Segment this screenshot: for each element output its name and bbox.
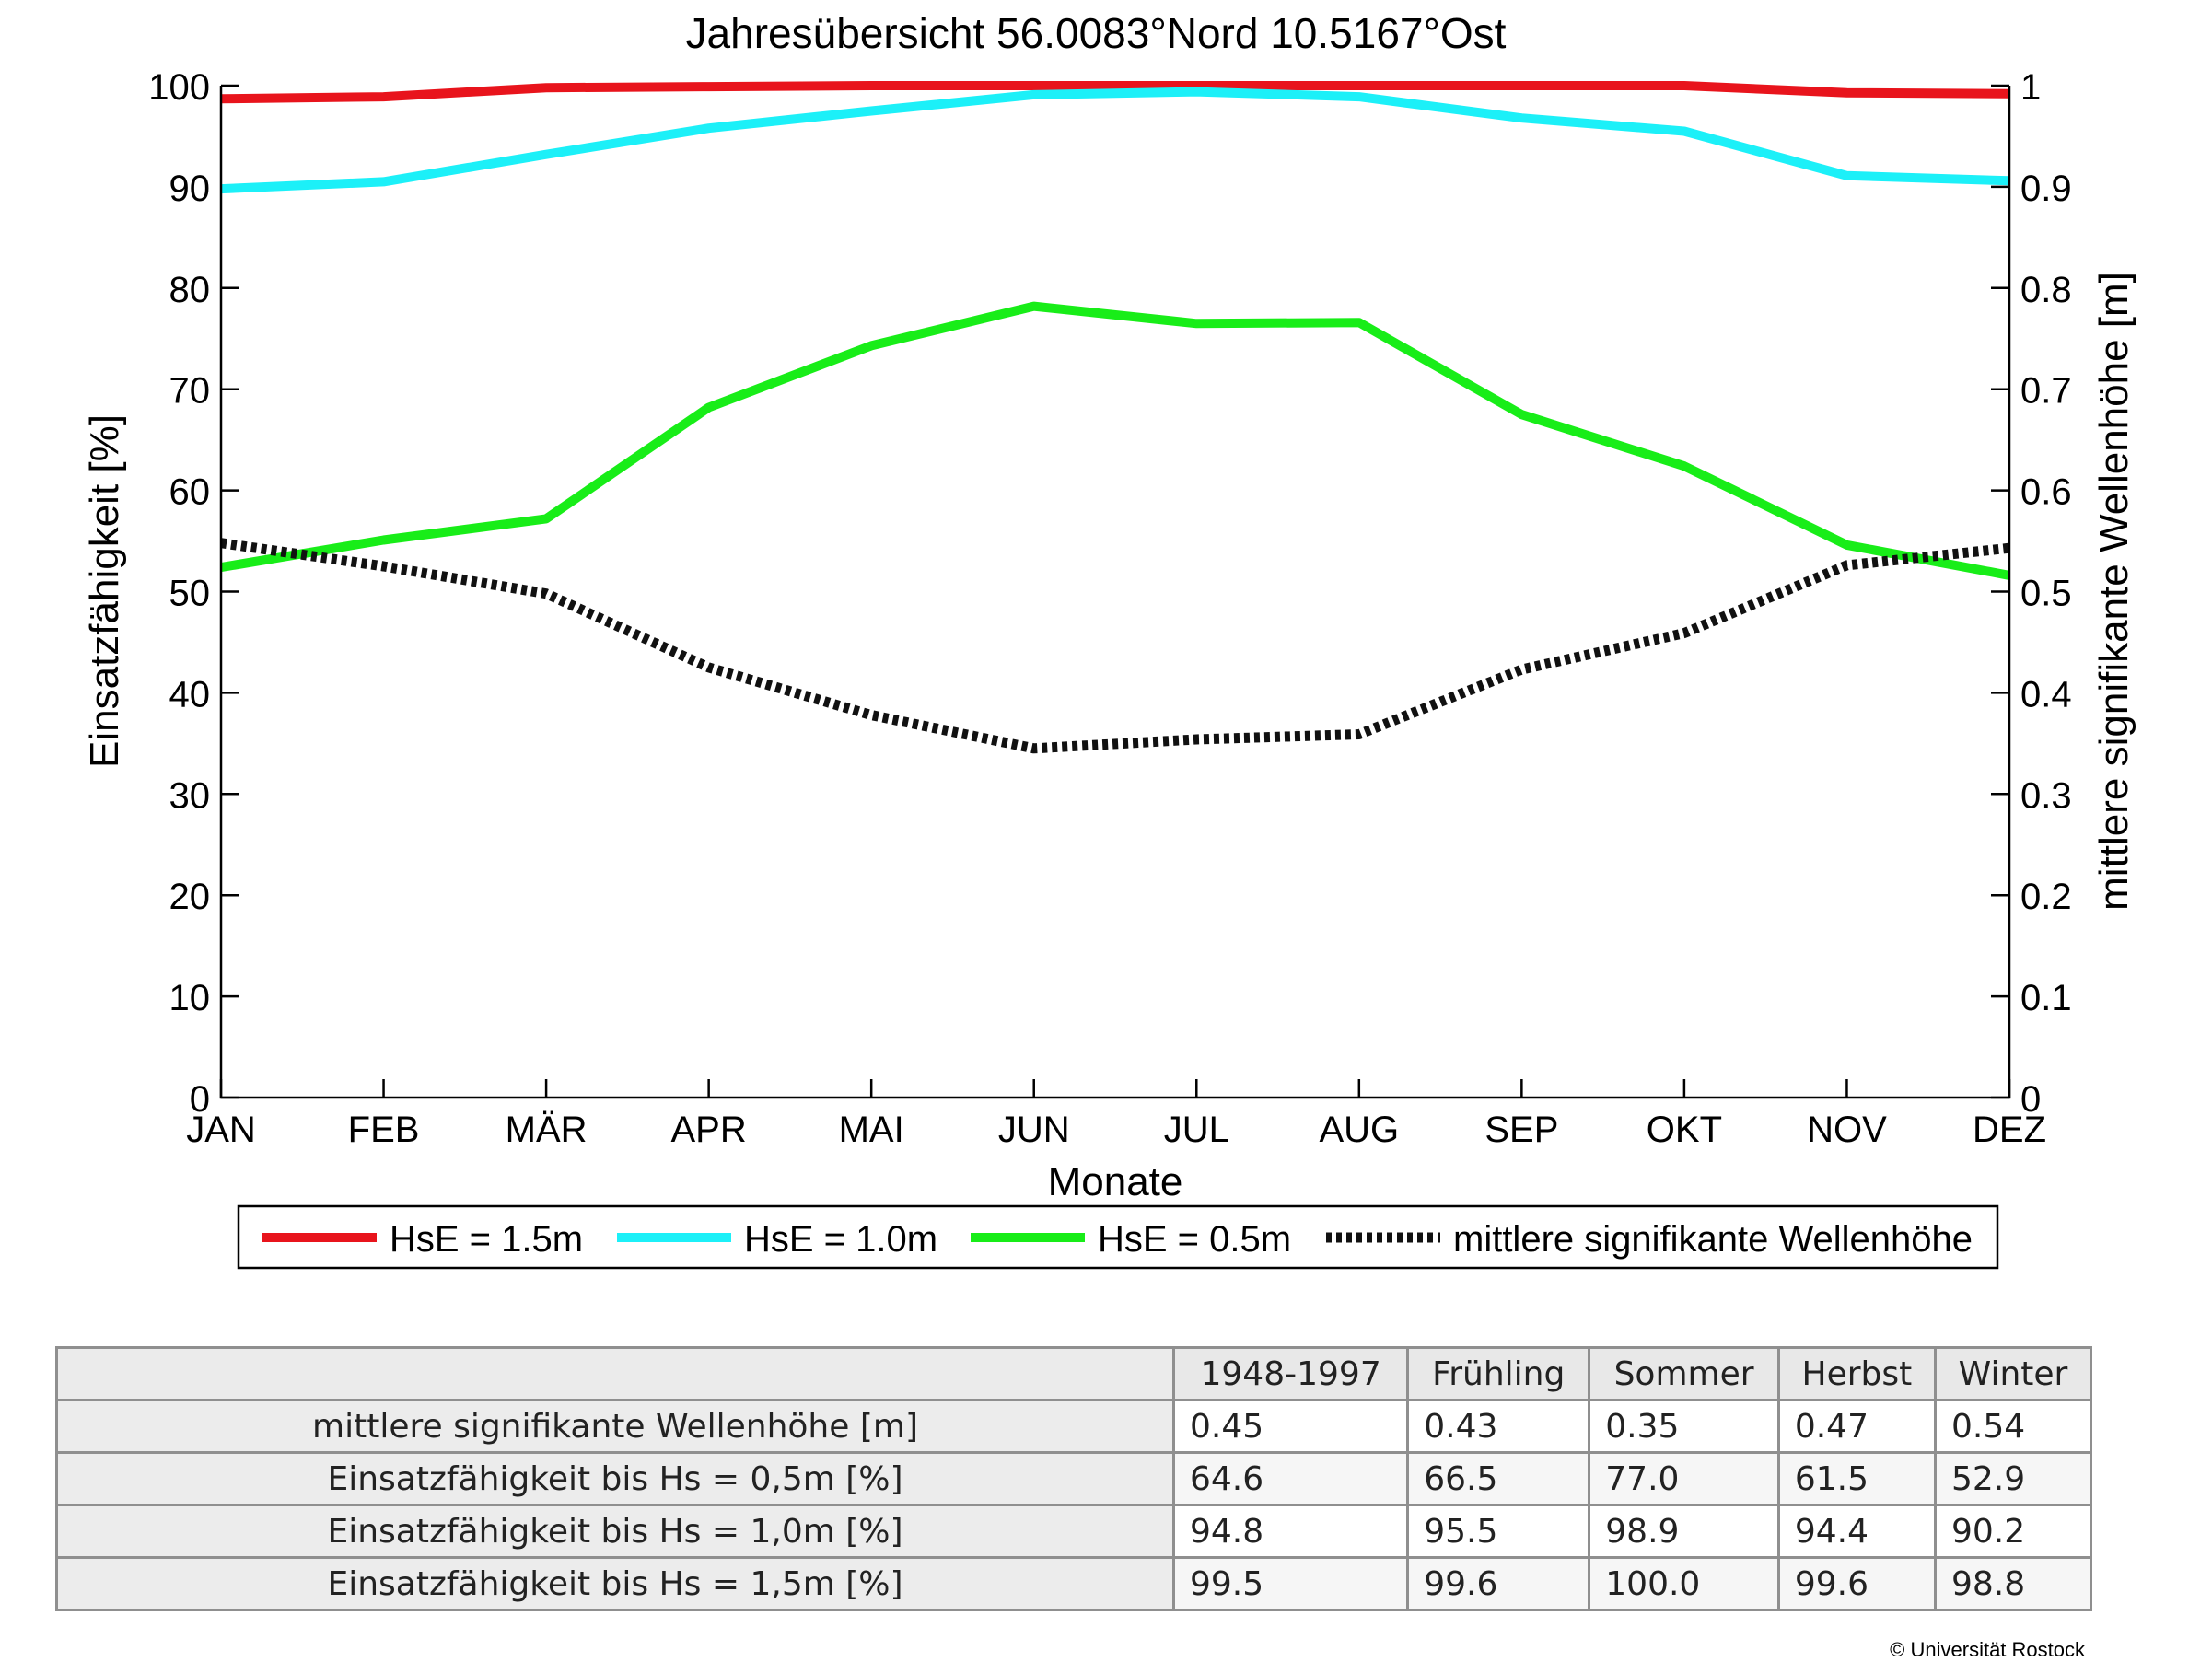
legend-label-3: mittlere signifikante Wellenhöhe xyxy=(1453,1219,1973,1260)
x-axis: JAN FEB MÄR APR MAI JUN JUL AUG SEP OKT NOV DEZ xyxy=(186,1079,2046,1150)
y-axis-label-right: mittlere signifikante Wellenhöhe [m] xyxy=(2091,272,2136,911)
y-axis-left: 0 10 20 30 40 50 60 70 80 90 100 xyxy=(148,67,239,1120)
y-tick-label-right: 0.5 xyxy=(2020,574,2072,614)
table-row: Einsatzfähigkeit bis Hs = 1,0m [%] 94.8 … xyxy=(55,1504,2093,1559)
series-layer xyxy=(220,81,2010,754)
y-tick-label-right: 0.3 xyxy=(2020,775,2072,816)
y-tick-label-left: 20 xyxy=(169,877,211,917)
series-line-2 xyxy=(220,301,2010,580)
table-cell: 98.8 xyxy=(1933,1556,2093,1611)
table-cell: 99.6 xyxy=(1406,1556,1591,1611)
column-header-winter: Winter xyxy=(1933,1346,2093,1401)
x-tick-label: JUL xyxy=(1164,1110,1229,1150)
x-tick-label: NOV xyxy=(1807,1110,1887,1150)
legend: HsE = 1.5m HsE = 1.0m HsE = 0.5m mittlere s… xyxy=(262,1219,1973,1260)
table-cell: 94.8 xyxy=(1171,1504,1410,1559)
y-tick-label-left: 50 xyxy=(169,574,211,614)
series-line-0 xyxy=(220,81,2010,104)
y-tick-label-left: 70 xyxy=(169,371,211,412)
y-tick-label-left: 40 xyxy=(169,674,211,715)
x-axis-label: Monate xyxy=(1048,1159,1183,1204)
table-cell: 64.6 xyxy=(1171,1451,1410,1506)
column-header-spring: Frühling xyxy=(1406,1346,1591,1401)
row-label: Einsatzfähigkeit bis Hs = 1,0m [%] xyxy=(55,1504,1175,1559)
plot-area xyxy=(221,86,2009,1098)
row-label: Einsatzfähigkeit bis Hs = 1,5m [%] xyxy=(55,1556,1175,1611)
table-cell: 52.9 xyxy=(1933,1451,2093,1506)
y-tick-label-left: 60 xyxy=(169,472,211,513)
table-cell: 100.0 xyxy=(1588,1556,1780,1611)
chart-title: Jahresübersicht 56.0083°Nord 10.5167°Ost xyxy=(686,9,1507,57)
y-axis-right: 0 0.1 0.2 0.3 0.4 0.5 0.6 0.7 0.8 0.9 1 xyxy=(1991,67,2072,1120)
row-label: Einsatzfähigkeit bis Hs = 0,5m [%] xyxy=(55,1451,1175,1506)
y-tick-label-left: 90 xyxy=(169,169,211,209)
x-tick-label: APR xyxy=(671,1110,747,1150)
legend-label-1: HsE = 1.0m xyxy=(744,1219,937,1260)
table-row: Einsatzfähigkeit bis Hs = 0,5m [%] 64.6 … xyxy=(55,1451,2093,1506)
table-cell: 98.9 xyxy=(1588,1504,1780,1559)
x-tick-label: JAN xyxy=(186,1110,256,1150)
table-row: mittlere signifikante Wellenhöhe [m] 0.4… xyxy=(55,1399,2093,1454)
table-cell: 61.5 xyxy=(1776,1451,1937,1506)
table-cell: 0.54 xyxy=(1933,1399,2093,1454)
table-cell: 66.5 xyxy=(1406,1451,1591,1506)
series-line-3 xyxy=(220,538,2010,754)
y-tick-label-left: 10 xyxy=(169,978,211,1018)
y-tick-label-right: 0.1 xyxy=(2020,978,2072,1018)
table-cell: 99.5 xyxy=(1171,1556,1410,1611)
column-header-autumn: Herbst xyxy=(1776,1346,1937,1401)
y-tick-label-right: 0 xyxy=(2020,1079,2041,1120)
table-cell: 0.35 xyxy=(1588,1399,1780,1454)
x-tick-label: SEP xyxy=(1484,1110,1558,1150)
x-tick-label: JUN xyxy=(998,1110,1070,1150)
x-tick-label: MÄR xyxy=(506,1110,588,1150)
table-row: Einsatzfähigkeit bis Hs = 1,5m [%] 99.5 … xyxy=(55,1556,2093,1611)
x-tick-label: AUG xyxy=(1319,1110,1399,1150)
table-cell: 94.4 xyxy=(1776,1504,1937,1559)
y-tick-label-right: 0.6 xyxy=(2020,472,2072,513)
table-cell: 0.47 xyxy=(1776,1399,1937,1454)
y-tick-label-right: 0.2 xyxy=(2020,877,2072,917)
legend-label-2: HsE = 0.5m xyxy=(1098,1219,1291,1260)
x-tick-label: DEZ xyxy=(1973,1110,2046,1150)
table-cell: 90.2 xyxy=(1933,1504,2093,1559)
plot-frame-left-bottom-right xyxy=(219,86,2011,1099)
x-tick-label: MAI xyxy=(839,1110,904,1150)
y-axis-label-left: Einsatzfähigkeit [%] xyxy=(82,414,127,768)
y-tick-label-right: 0.8 xyxy=(2020,270,2072,310)
y-tick-label-right: 0.7 xyxy=(2020,371,2072,412)
table-cell: 0.43 xyxy=(1406,1399,1591,1454)
y-tick-label-right: 1 xyxy=(2020,67,2041,108)
table-cell: 99.6 xyxy=(1776,1556,1937,1611)
series-line-1 xyxy=(220,87,2010,194)
x-tick-label: FEB xyxy=(348,1110,420,1150)
table-cell: 0.45 xyxy=(1171,1399,1410,1454)
statistics-table: 1948-1997 Frühling Sommer Herbst Winter … xyxy=(55,1346,2093,1611)
column-header-summer: Sommer xyxy=(1588,1346,1780,1401)
legend-label-0: HsE = 1.5m xyxy=(390,1219,583,1260)
table-cell: 95.5 xyxy=(1406,1504,1591,1559)
table-cell: 77.0 xyxy=(1588,1451,1780,1506)
table-corner-cell xyxy=(55,1346,1175,1401)
y-tick-label-left: 100 xyxy=(148,67,210,108)
y-tick-label-right: 0.9 xyxy=(2020,169,2072,209)
column-header-period: 1948-1997 xyxy=(1171,1346,1410,1401)
row-label: mittlere signifikante Wellenhöhe [m] xyxy=(55,1399,1175,1454)
y-tick-label-left: 0 xyxy=(190,1079,210,1120)
table-header-row: 1948-1997 Frühling Sommer Herbst Winter xyxy=(55,1346,2093,1401)
y-tick-label-left: 80 xyxy=(169,270,211,310)
x-tick-label: OKT xyxy=(1647,1110,1722,1150)
copyright-note: © Universität Rostock xyxy=(1890,1638,2085,1661)
legend-box xyxy=(237,1204,1999,1270)
y-tick-label-right: 0.4 xyxy=(2020,674,2072,715)
y-tick-label-left: 30 xyxy=(169,775,211,816)
